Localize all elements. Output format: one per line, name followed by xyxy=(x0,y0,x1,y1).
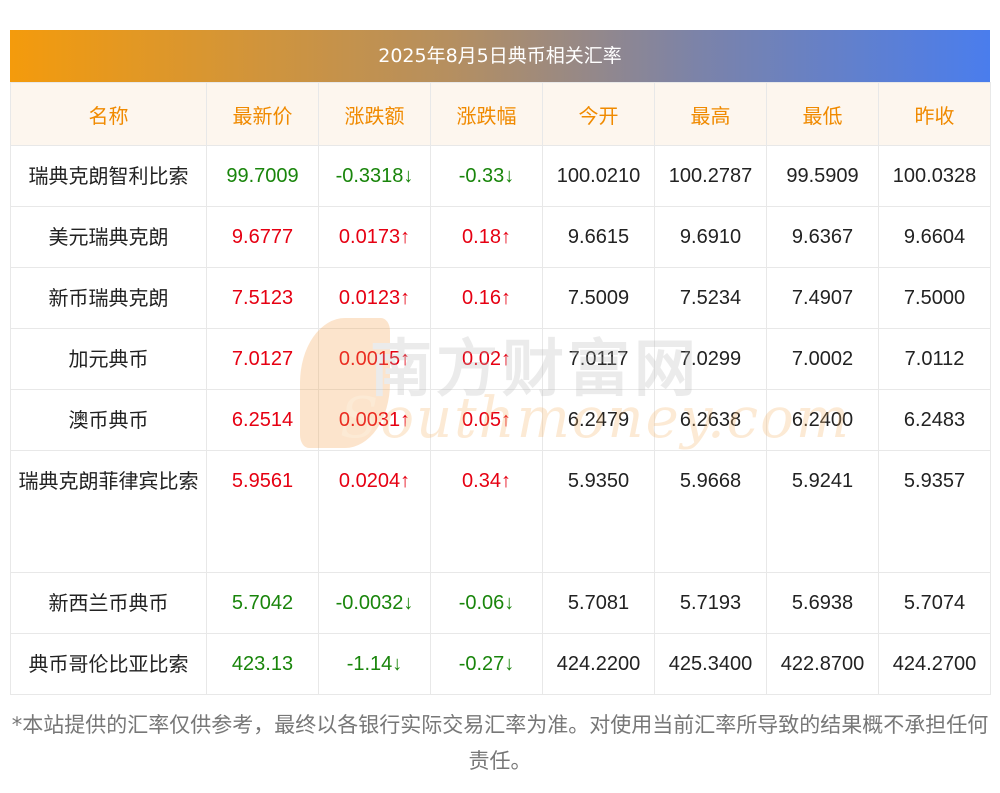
low-price: 6.2400 xyxy=(766,389,879,451)
table-row: 典币哥伦比亚比索 423.13 -1.14↓ -0.27↓ 424.2200 4… xyxy=(10,633,991,695)
currency-pair-name[interactable]: 瑞典克朗智利比索 xyxy=(10,145,207,207)
open-price: 5.7081 xyxy=(542,572,655,634)
open-price: 100.0210 xyxy=(542,145,655,207)
latest-price: 9.6777 xyxy=(206,206,319,268)
currency-pair-name[interactable]: 加元典币 xyxy=(10,328,207,390)
table-row: 瑞典克朗智利比索 99.7009 -0.3318↓ -0.33↓ 100.021… xyxy=(10,145,991,207)
page-title: 2025年8月5日典币相关汇率 xyxy=(10,30,990,82)
currency-pair-name[interactable]: 瑞典克朗菲律宾比索 xyxy=(10,450,207,573)
change-amount: 0.0015↑ xyxy=(318,328,431,390)
column-header-prev-close: 昨收 xyxy=(878,82,991,146)
open-price: 7.0117 xyxy=(542,328,655,390)
high-price: 7.0299 xyxy=(654,328,767,390)
prev-close-price: 100.0328 xyxy=(878,145,991,207)
change-amount: 0.0123↑ xyxy=(318,267,431,329)
latest-price: 6.2514 xyxy=(206,389,319,451)
prev-close-price: 7.5000 xyxy=(878,267,991,329)
table-header-row: 名称 最新价 涨跌额 涨跌幅 今开 最高 最低 昨收 xyxy=(10,82,991,146)
change-percent: 0.18↑ xyxy=(430,206,543,268)
prev-close-price: 7.0112 xyxy=(878,328,991,390)
exchange-rate-table: 名称 最新价 涨跌额 涨跌幅 今开 最高 最低 昨收 瑞典克朗智利比索 99.7… xyxy=(10,82,991,695)
low-price: 5.6938 xyxy=(766,572,879,634)
change-percent: -0.33↓ xyxy=(430,145,543,207)
high-price: 5.9668 xyxy=(654,450,767,573)
latest-price: 7.0127 xyxy=(206,328,319,390)
column-header-name: 名称 xyxy=(10,82,207,146)
currency-pair-name[interactable]: 新西兰币典币 xyxy=(10,572,207,634)
open-price: 7.5009 xyxy=(542,267,655,329)
currency-pair-name[interactable]: 新币瑞典克朗 xyxy=(10,267,207,329)
low-price: 7.0002 xyxy=(766,328,879,390)
prev-close-price: 6.2483 xyxy=(878,389,991,451)
latest-price: 5.9561 xyxy=(206,450,319,573)
table-row: 澳币典币 6.2514 0.0031↑ 0.05↑ 6.2479 6.2638 … xyxy=(10,389,991,451)
high-price: 100.2787 xyxy=(654,145,767,207)
column-header-open: 今开 xyxy=(542,82,655,146)
currency-pair-name[interactable]: 澳币典币 xyxy=(10,389,207,451)
change-amount: 0.0031↑ xyxy=(318,389,431,451)
table-row: 美元瑞典克朗 9.6777 0.0173↑ 0.18↑ 9.6615 9.691… xyxy=(10,206,991,268)
latest-price: 5.7042 xyxy=(206,572,319,634)
low-price: 9.6367 xyxy=(766,206,879,268)
change-percent: 0.02↑ xyxy=(430,328,543,390)
high-price: 7.5234 xyxy=(654,267,767,329)
high-price: 6.2638 xyxy=(654,389,767,451)
change-amount: 0.0204↑ xyxy=(318,450,431,573)
prev-close-price: 9.6604 xyxy=(878,206,991,268)
column-header-low: 最低 xyxy=(766,82,879,146)
low-price: 99.5909 xyxy=(766,145,879,207)
prev-close-price: 424.2700 xyxy=(878,633,991,695)
high-price: 9.6910 xyxy=(654,206,767,268)
high-price: 425.3400 xyxy=(654,633,767,695)
table-row: 新币瑞典克朗 7.5123 0.0123↑ 0.16↑ 7.5009 7.523… xyxy=(10,267,991,329)
prev-close-price: 5.9357 xyxy=(878,450,991,573)
change-amount: -0.3318↓ xyxy=(318,145,431,207)
change-amount: -1.14↓ xyxy=(318,633,431,695)
currency-pair-name[interactable]: 典币哥伦比亚比索 xyxy=(10,633,207,695)
column-header-high: 最高 xyxy=(654,82,767,146)
change-percent: -0.06↓ xyxy=(430,572,543,634)
column-header-latest: 最新价 xyxy=(206,82,319,146)
low-price: 422.8700 xyxy=(766,633,879,695)
open-price: 9.6615 xyxy=(542,206,655,268)
change-percent: 0.16↑ xyxy=(430,267,543,329)
latest-price: 99.7009 xyxy=(206,145,319,207)
open-price: 6.2479 xyxy=(542,389,655,451)
change-amount: 0.0173↑ xyxy=(318,206,431,268)
table-row: 新西兰币典币 5.7042 -0.0032↓ -0.06↓ 5.7081 5.7… xyxy=(10,572,991,634)
table-row: 加元典币 7.0127 0.0015↑ 0.02↑ 7.0117 7.0299 … xyxy=(10,328,991,390)
column-header-change-pct: 涨跌幅 xyxy=(430,82,543,146)
latest-price: 423.13 xyxy=(206,633,319,695)
change-percent: -0.27↓ xyxy=(430,633,543,695)
currency-pair-name[interactable]: 美元瑞典克朗 xyxy=(10,206,207,268)
change-amount: -0.0032↓ xyxy=(318,572,431,634)
column-header-change: 涨跌额 xyxy=(318,82,431,146)
change-percent: 0.05↑ xyxy=(430,389,543,451)
disclaimer: *本站提供的汇率仅供参考，最终以各银行实际交易汇率为准。对使用当前汇率所导致的结… xyxy=(11,713,989,773)
prev-close-price: 5.7074 xyxy=(878,572,991,634)
low-price: 7.4907 xyxy=(766,267,879,329)
open-price: 424.2200 xyxy=(542,633,655,695)
high-price: 5.7193 xyxy=(654,572,767,634)
table-row: 瑞典克朗菲律宾比索 5.9561 0.0204↑ 0.34↑ 5.9350 5.… xyxy=(10,450,991,573)
change-percent: 0.34↑ xyxy=(430,450,543,573)
open-price: 5.9350 xyxy=(542,450,655,573)
low-price: 5.9241 xyxy=(766,450,879,573)
latest-price: 7.5123 xyxy=(206,267,319,329)
